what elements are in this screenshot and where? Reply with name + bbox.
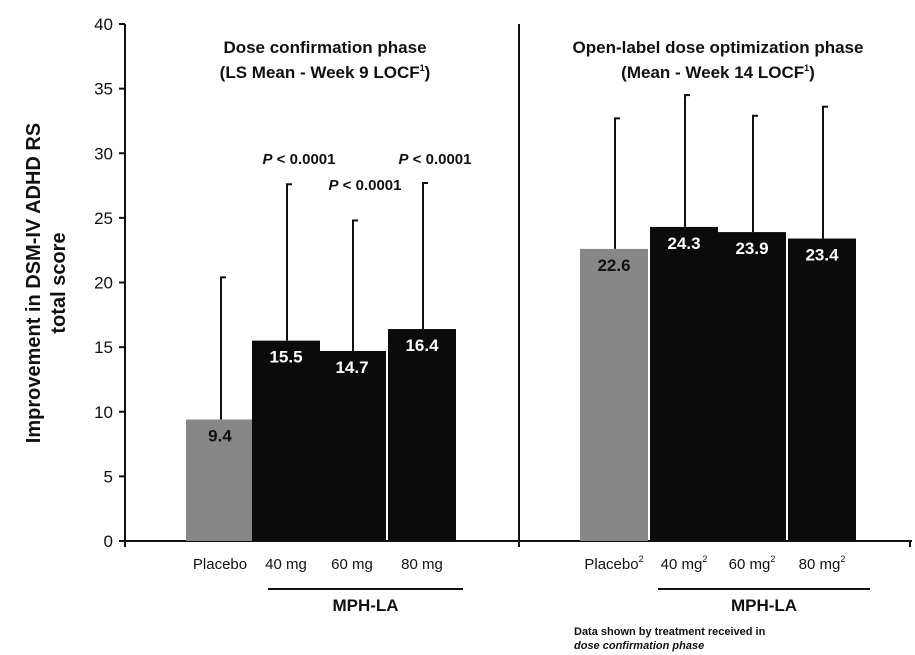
panel-title-superscript: 1 <box>420 63 425 73</box>
y-tick-label: 35 <box>94 80 113 99</box>
x-tick-label: 60 mg <box>331 556 373 573</box>
bar-value-label: 24.3 <box>667 234 700 253</box>
y-axis-label-line1: Improvement in DSM-IV ADHD RS <box>23 123 45 443</box>
group-label: MPH-LA <box>332 596 398 615</box>
panel-2: Open-label dose optimization phase (Mean … <box>573 38 870 615</box>
x-tick-label: 80 mg <box>401 556 443 573</box>
panel-title-line2-text: (LS Mean - Week 9 LOCF <box>220 63 420 82</box>
panel-title-superscript: 1 <box>804 63 809 73</box>
y-tick-label: 10 <box>94 403 113 422</box>
bar-value-label: 14.7 <box>335 358 368 377</box>
x-tick-label-text: 40 mg <box>661 556 703 573</box>
bar <box>388 329 456 541</box>
x-tick-label-text: 80 mg <box>799 556 841 573</box>
p-value-label: P < 0.0001 <box>329 177 402 194</box>
p-value-rest: < 0.0001 <box>409 151 472 168</box>
bar <box>580 248 648 541</box>
footnote-line2: dose confirmation phase <box>574 640 704 652</box>
y-axis-label-line2: total score <box>48 232 70 333</box>
p-value-rest: < 0.0001 <box>339 177 402 194</box>
panel-title-line1: Open-label dose optimization phase <box>573 38 864 57</box>
x-tick-label: 40 mg2 <box>661 554 708 573</box>
x-tick-label-text: Placebo <box>584 556 638 573</box>
x-tick-label: 60 mg2 <box>729 554 776 573</box>
x-tick-label: Placebo <box>193 556 247 573</box>
bar <box>252 340 320 541</box>
x-tick-label-text: Placebo <box>193 556 247 573</box>
panel-1: Dose confirmation phase (LS Mean - Week 9… <box>186 38 472 615</box>
y-tick-label: 15 <box>94 338 113 357</box>
x-tick-label-superscript: 2 <box>702 554 707 564</box>
bar-value-label: 23.4 <box>805 246 839 265</box>
x-tick-label-text: 80 mg <box>401 556 443 573</box>
y-tick-label: 5 <box>104 467 113 486</box>
bar <box>650 226 718 542</box>
bar-value-label: 9.4 <box>208 427 232 446</box>
y-tick-label: 0 <box>104 532 113 551</box>
y-tick-label: 40 <box>94 15 113 34</box>
bar-value-label: 23.9 <box>735 239 768 258</box>
bar-value-label: 16.4 <box>405 336 439 355</box>
p-value-label: P < 0.0001 <box>263 151 336 168</box>
x-tick-label-superscript: 2 <box>840 554 845 564</box>
panel-title-line1: Dose confirmation phase <box>223 38 426 57</box>
bar-value-label: 15.5 <box>269 348 302 367</box>
x-tick-label-superscript: 2 <box>639 554 644 564</box>
bar <box>186 419 254 541</box>
bar <box>718 232 786 541</box>
y-tick-label: 30 <box>94 144 113 163</box>
x-tick-label-superscript: 2 <box>770 554 775 564</box>
bar <box>318 351 386 541</box>
panel-title-line2-text: (Mean - Week 14 LOCF <box>621 63 804 82</box>
x-tick-label: Placebo2 <box>584 554 643 573</box>
panel-title-line2: (LS Mean - Week 9 LOCF1) <box>220 63 431 82</box>
y-axis-label: Improvement in DSM-IV ADHD RS total score <box>23 123 70 443</box>
panel-title-close: ) <box>425 63 431 82</box>
x-tick-label-text: 60 mg <box>729 556 771 573</box>
y-tick-label: 25 <box>94 209 113 228</box>
bar-value-label: 22.6 <box>597 256 630 275</box>
panel-title-close: ) <box>809 63 815 82</box>
p-value-rest: < 0.0001 <box>273 151 336 168</box>
p-value-label: P < 0.0001 <box>399 151 472 168</box>
x-tick-label: 40 mg <box>265 556 307 573</box>
footnote-line1: Data shown by treatment received in <box>574 626 766 638</box>
x-tick-label: 80 mg2 <box>799 554 846 573</box>
panel-title-line2: (Mean - Week 14 LOCF1) <box>621 63 815 82</box>
p-value-symbol: P <box>399 151 410 168</box>
x-tick-label-text: 40 mg <box>265 556 307 573</box>
p-value-symbol: P <box>263 151 274 168</box>
y-tick-label: 20 <box>94 274 113 293</box>
group-label: MPH-LA <box>731 596 797 615</box>
bar <box>788 238 856 541</box>
p-value-symbol: P <box>329 177 340 194</box>
x-tick-label-text: 60 mg <box>331 556 373 573</box>
